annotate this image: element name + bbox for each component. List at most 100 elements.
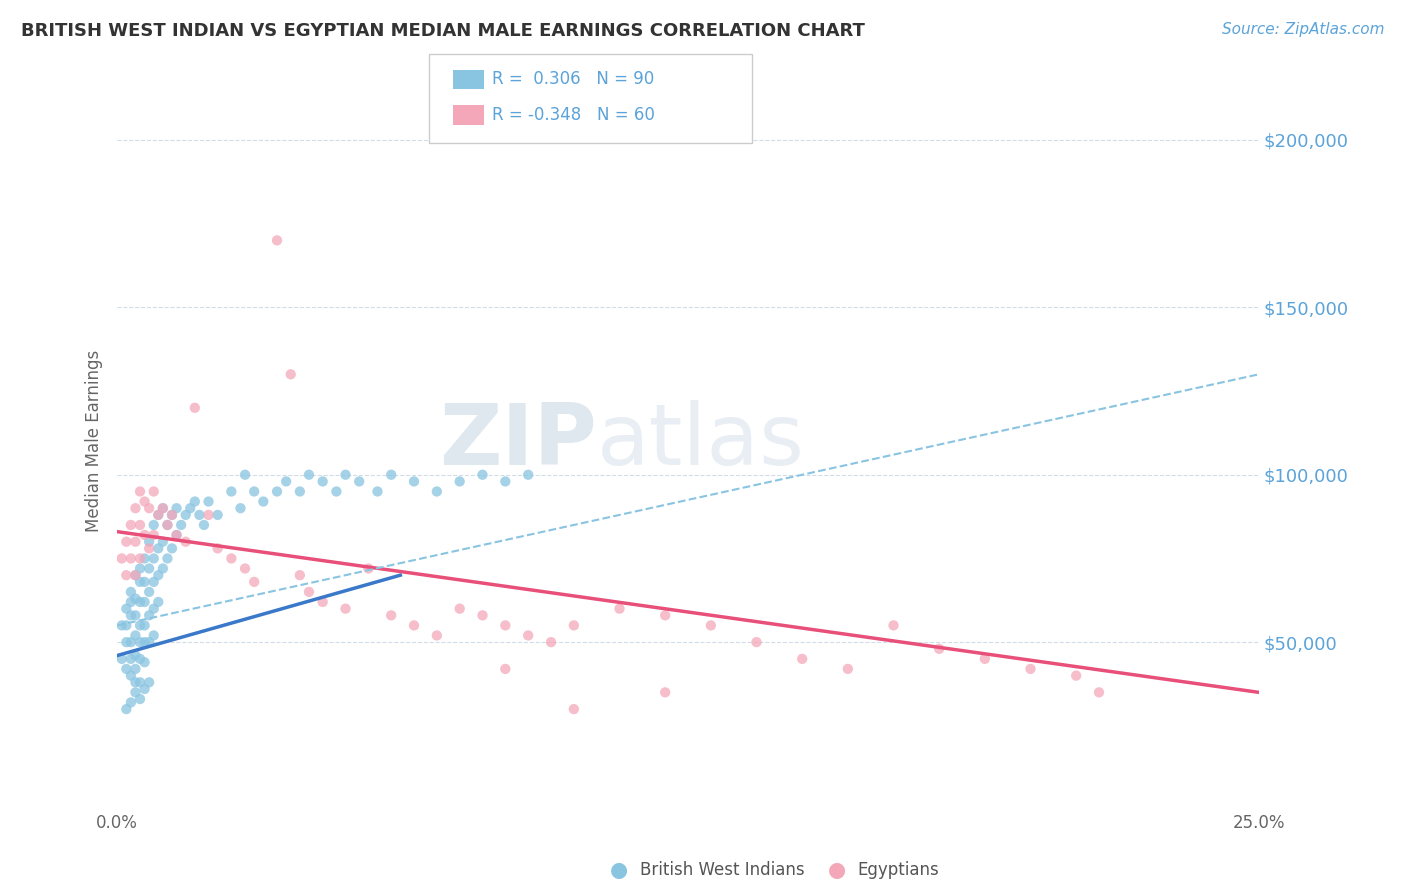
Point [494, 618, 516, 632]
Point [134, 494, 156, 508]
Text: R =  0.306   N = 90: R = 0.306 N = 90 [492, 70, 654, 88]
Point [233, 561, 256, 575]
Point [120, 668, 142, 682]
Point [166, 528, 188, 542]
Point [129, 635, 152, 649]
Point [120, 695, 142, 709]
Point [138, 561, 160, 575]
Point [156, 518, 179, 533]
Point [298, 467, 321, 482]
Point [426, 628, 449, 642]
Point [402, 618, 425, 632]
Point [335, 467, 357, 482]
Point [129, 561, 152, 575]
Point [1019, 662, 1042, 676]
Point [148, 508, 170, 522]
Point [115, 601, 138, 615]
Point [193, 518, 215, 533]
Point [325, 484, 347, 499]
Point [471, 467, 494, 482]
Point [129, 574, 152, 589]
Point [174, 508, 197, 522]
Point [380, 467, 402, 482]
Y-axis label: Median Male Earnings: Median Male Earnings [86, 351, 103, 533]
Point [129, 518, 152, 533]
Text: R = -0.348   N = 60: R = -0.348 N = 60 [492, 106, 655, 124]
Point [540, 635, 562, 649]
Point [134, 681, 156, 696]
Point [280, 368, 302, 382]
Point [166, 528, 188, 542]
Point [138, 541, 160, 556]
Point [882, 618, 904, 632]
Text: BRITISH WEST INDIAN VS EGYPTIAN MEDIAN MALE EARNINGS CORRELATION CHART: BRITISH WEST INDIAN VS EGYPTIAN MEDIAN M… [21, 22, 865, 40]
Text: British West Indians: British West Indians [640, 861, 804, 879]
Point [609, 601, 631, 615]
Point [120, 551, 142, 566]
Point [745, 635, 768, 649]
Point [152, 534, 174, 549]
Point [221, 484, 243, 499]
Point [111, 618, 134, 632]
Point [1064, 668, 1087, 682]
Point [124, 608, 146, 623]
Point [138, 675, 160, 690]
Point [124, 534, 146, 549]
Point [120, 608, 142, 623]
Point [129, 595, 152, 609]
Point [124, 662, 146, 676]
Point [160, 508, 183, 522]
Point [120, 518, 142, 533]
Point [166, 501, 188, 516]
Point [129, 675, 152, 690]
Point [138, 501, 160, 516]
Point [156, 518, 179, 533]
Point [134, 528, 156, 542]
Point [276, 475, 298, 489]
Point [129, 551, 152, 566]
Point [928, 641, 950, 656]
Point [288, 484, 311, 499]
Point [138, 608, 160, 623]
Point [229, 501, 252, 516]
Point [138, 585, 160, 599]
Point [207, 541, 229, 556]
Text: ●: ● [828, 860, 845, 880]
Point [700, 618, 723, 632]
Point [120, 585, 142, 599]
Point [129, 484, 152, 499]
Point [115, 568, 138, 582]
Point [837, 662, 859, 676]
Point [124, 648, 146, 663]
Point [170, 518, 193, 533]
Point [142, 601, 165, 615]
Point [562, 618, 585, 632]
Point [134, 574, 156, 589]
Point [402, 475, 425, 489]
Point [111, 551, 134, 566]
Point [562, 702, 585, 716]
Point [312, 595, 335, 609]
Point [142, 574, 165, 589]
Point [266, 233, 288, 247]
Point [129, 618, 152, 632]
Point [188, 508, 211, 522]
Point [517, 467, 540, 482]
Point [115, 534, 138, 549]
Point [174, 534, 197, 549]
Point [1088, 685, 1111, 699]
Point [115, 702, 138, 716]
Point [298, 585, 321, 599]
Point [152, 501, 174, 516]
Point [184, 494, 207, 508]
Point [449, 601, 471, 615]
Point [111, 652, 134, 666]
Point [148, 595, 170, 609]
Point [142, 628, 165, 642]
Point [142, 518, 165, 533]
Text: atlas: atlas [596, 400, 804, 483]
Point [654, 608, 676, 623]
Point [115, 635, 138, 649]
Point [243, 574, 266, 589]
Point [152, 561, 174, 575]
